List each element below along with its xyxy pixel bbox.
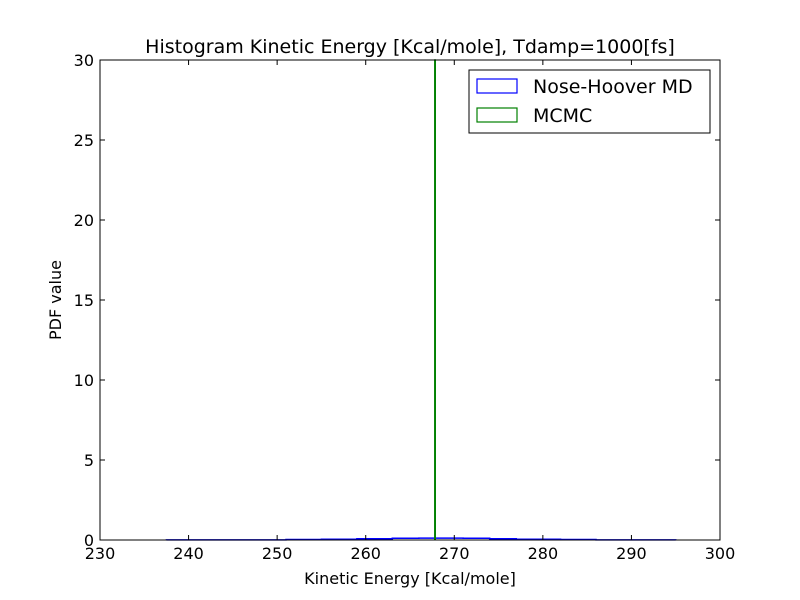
y-tick-label: 5 xyxy=(84,451,94,470)
x-tick-label: 280 xyxy=(528,544,559,563)
x-tick-label: 250 xyxy=(262,544,293,563)
x-tick-label: 270 xyxy=(439,544,470,563)
legend-swatch-0 xyxy=(476,78,518,94)
x-tick-label: 290 xyxy=(616,544,647,563)
plot-area: 230 240 250 260 270 280 290 300 0 5 10 15 20 25 30 xyxy=(74,51,736,563)
y-tick-label: 10 xyxy=(74,371,94,390)
y-tick-label: 25 xyxy=(74,131,94,150)
y-tick-label: 20 xyxy=(74,211,94,230)
x-tick-label: 230 xyxy=(85,544,116,563)
tick-layer: 230 240 250 260 270 280 290 300 0 5 10 15 20 25 30 xyxy=(74,51,736,563)
x-tick-label: 260 xyxy=(350,544,381,563)
chart-title: Histogram Kinetic Energy [Kcal/mole], Td… xyxy=(145,36,675,58)
legend-entries: Nose-Hoover MD MCMC xyxy=(476,76,693,127)
y-tick-label: 0 xyxy=(84,531,94,550)
legend-label-0: Nose-Hoover MD xyxy=(533,76,693,98)
x-tick-label: 240 xyxy=(173,544,204,563)
y-axis-label: PDF value xyxy=(46,260,65,340)
x-axis-label: Kinetic Energy [Kcal/mole] xyxy=(304,569,516,588)
legend-label-1: MCMC xyxy=(533,105,592,127)
legend-swatch-1 xyxy=(476,107,518,123)
x-tick-label: 300 xyxy=(705,544,736,563)
y-tick-label: 15 xyxy=(74,291,94,310)
y-tick-label: 30 xyxy=(74,51,94,70)
legend: Nose-Hoover MD MCMC xyxy=(468,69,711,134)
